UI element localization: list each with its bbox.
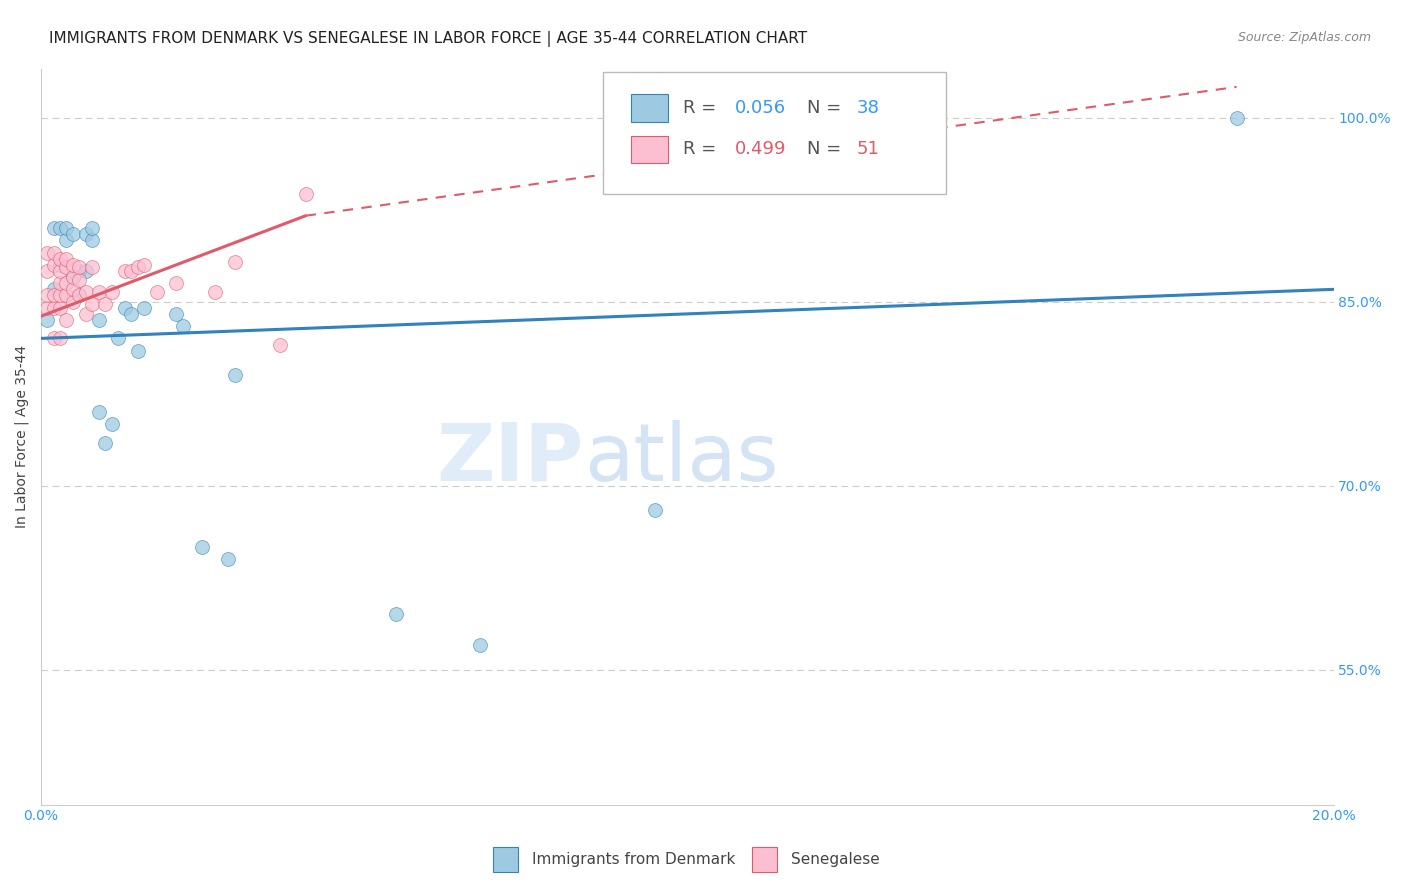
Point bbox=[67, 260, 90, 275]
Point bbox=[55, 221, 77, 235]
Point bbox=[1225, 111, 1247, 125]
Point bbox=[49, 331, 72, 345]
Point bbox=[165, 277, 187, 291]
Y-axis label: In Labor Force | Age 35-44: In Labor Force | Age 35-44 bbox=[15, 345, 30, 528]
Point bbox=[35, 301, 58, 315]
Point bbox=[67, 288, 90, 302]
Point bbox=[55, 260, 77, 275]
Point bbox=[62, 282, 84, 296]
Point bbox=[82, 221, 104, 235]
Text: 0.499: 0.499 bbox=[735, 141, 786, 159]
Point bbox=[269, 337, 291, 351]
Point bbox=[42, 288, 65, 302]
Text: Source: ZipAtlas.com: Source: ZipAtlas.com bbox=[1237, 31, 1371, 45]
Point bbox=[114, 264, 136, 278]
Point bbox=[204, 285, 226, 299]
Point bbox=[191, 540, 214, 554]
Point bbox=[35, 245, 58, 260]
Text: R =: R = bbox=[683, 98, 723, 117]
Point bbox=[146, 285, 169, 299]
Text: R =: R = bbox=[683, 141, 723, 159]
Point bbox=[127, 343, 149, 358]
Point bbox=[62, 294, 84, 309]
Point bbox=[644, 503, 666, 517]
Text: IMMIGRANTS FROM DENMARK VS SENEGALESE IN LABOR FORCE | AGE 35-44 CORRELATION CHA: IMMIGRANTS FROM DENMARK VS SENEGALESE IN… bbox=[49, 31, 807, 47]
Point bbox=[75, 227, 97, 241]
Point bbox=[94, 435, 117, 450]
Bar bbox=[631, 94, 668, 121]
Point bbox=[42, 221, 65, 235]
Point bbox=[100, 417, 122, 432]
Point bbox=[120, 307, 142, 321]
Text: 0.056: 0.056 bbox=[735, 98, 786, 117]
Point bbox=[385, 607, 408, 622]
Point bbox=[132, 301, 155, 315]
Point bbox=[82, 297, 104, 311]
Point bbox=[67, 272, 90, 286]
Text: ZIP: ZIP bbox=[436, 419, 583, 498]
Point bbox=[67, 288, 90, 302]
Point bbox=[62, 270, 84, 285]
Point bbox=[49, 258, 72, 272]
Point bbox=[165, 307, 187, 321]
Text: 51: 51 bbox=[856, 141, 879, 159]
Point bbox=[49, 252, 72, 266]
Point bbox=[55, 252, 77, 266]
Point bbox=[470, 638, 492, 652]
Point bbox=[224, 368, 246, 383]
Bar bbox=[631, 136, 668, 163]
Point bbox=[67, 264, 90, 278]
Point bbox=[62, 258, 84, 272]
Point bbox=[62, 270, 84, 285]
Point bbox=[87, 285, 110, 299]
Point bbox=[55, 277, 77, 291]
Text: Immigrants from Denmark: Immigrants from Denmark bbox=[533, 853, 735, 867]
Point bbox=[132, 258, 155, 272]
Point bbox=[42, 282, 65, 296]
Point bbox=[82, 260, 104, 275]
Point bbox=[35, 264, 58, 278]
Point bbox=[75, 307, 97, 321]
Point bbox=[75, 285, 97, 299]
Point bbox=[42, 331, 65, 345]
Point bbox=[294, 186, 316, 201]
Point bbox=[35, 288, 58, 302]
Text: atlas: atlas bbox=[583, 419, 778, 498]
Point bbox=[75, 264, 97, 278]
Point bbox=[49, 288, 72, 302]
Point bbox=[62, 227, 84, 241]
Point bbox=[172, 319, 194, 334]
Point bbox=[35, 313, 58, 327]
Point bbox=[55, 313, 77, 327]
Point bbox=[127, 260, 149, 275]
Point bbox=[120, 264, 142, 278]
Point bbox=[49, 221, 72, 235]
Text: N =: N = bbox=[807, 98, 848, 117]
Point bbox=[55, 233, 77, 247]
Point bbox=[49, 264, 72, 278]
Point bbox=[224, 255, 246, 269]
Point bbox=[49, 301, 72, 315]
Point bbox=[107, 331, 129, 345]
Point bbox=[217, 552, 239, 566]
Point bbox=[87, 405, 110, 419]
Point bbox=[94, 297, 117, 311]
Point bbox=[114, 301, 136, 315]
Point bbox=[42, 258, 65, 272]
Point bbox=[82, 233, 104, 247]
Point bbox=[100, 285, 122, 299]
Point bbox=[42, 245, 65, 260]
Point bbox=[87, 313, 110, 327]
Point bbox=[55, 288, 77, 302]
Text: 38: 38 bbox=[856, 98, 879, 117]
Point bbox=[42, 301, 65, 315]
FancyBboxPatch shape bbox=[603, 72, 946, 194]
Text: N =: N = bbox=[807, 141, 848, 159]
Text: Senegalese: Senegalese bbox=[792, 853, 880, 867]
Point bbox=[49, 277, 72, 291]
